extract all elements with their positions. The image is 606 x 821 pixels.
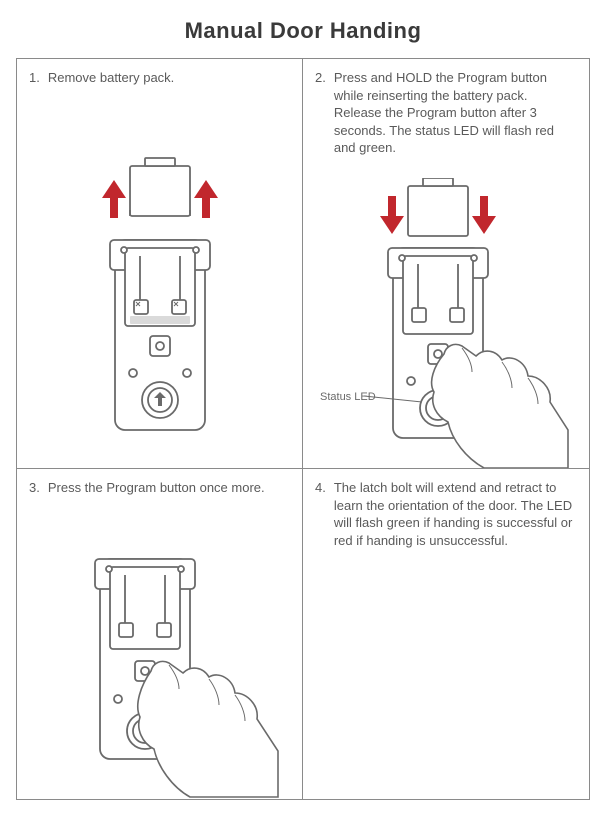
step-3-line: 3. Press the Program button once more. [29, 479, 290, 497]
step-1: 1. Remove battery pack. [17, 59, 303, 469]
status-led-label: Status LED [320, 391, 376, 403]
steps-grid: 1. Remove battery pack. [16, 58, 590, 800]
step-1-text: Remove battery pack. [48, 69, 290, 87]
page: Manual Door Handing 1. Remove battery pa… [0, 0, 606, 816]
step-2-line: 2. Press and HOLD the Program button whi… [315, 69, 577, 157]
step-4-num: 4. [315, 479, 326, 549]
step-4-line: 4. The latch bolt will extend and retrac… [315, 479, 577, 549]
arrow-down-right-icon [472, 196, 496, 234]
lock-diagram-press-once [30, 539, 290, 799]
step-2-text: Press and HOLD the Program button while … [334, 69, 577, 157]
step-4-text: The latch bolt will extend and retract t… [334, 479, 577, 549]
arrow-down-left-icon [380, 196, 404, 234]
hand-icon [137, 661, 277, 797]
lock-diagram-remove-battery [50, 148, 270, 468]
step-1-line: 1. Remove battery pack. [29, 69, 290, 87]
lock-diagram-insert-press: Status LED [316, 178, 576, 468]
arrow-up-right-icon [194, 180, 218, 218]
step-3-illustration [17, 539, 302, 799]
step-2-illustration: Status LED [303, 178, 589, 468]
hand-icon [432, 344, 568, 468]
step-4: 4. The latch bolt will extend and retrac… [303, 469, 589, 799]
step-2-num: 2. [315, 69, 326, 157]
step-3-text: Press the Program button once more. [48, 479, 290, 497]
step-1-num: 1. [29, 69, 40, 87]
step-1-illustration [17, 148, 302, 468]
step-3: 3. Press the Program button once more. [17, 469, 303, 799]
step-3-num: 3. [29, 479, 40, 497]
arrow-up-left-icon [102, 180, 126, 218]
page-title: Manual Door Handing [16, 18, 590, 44]
step-2: 2. Press and HOLD the Program button whi… [303, 59, 589, 469]
